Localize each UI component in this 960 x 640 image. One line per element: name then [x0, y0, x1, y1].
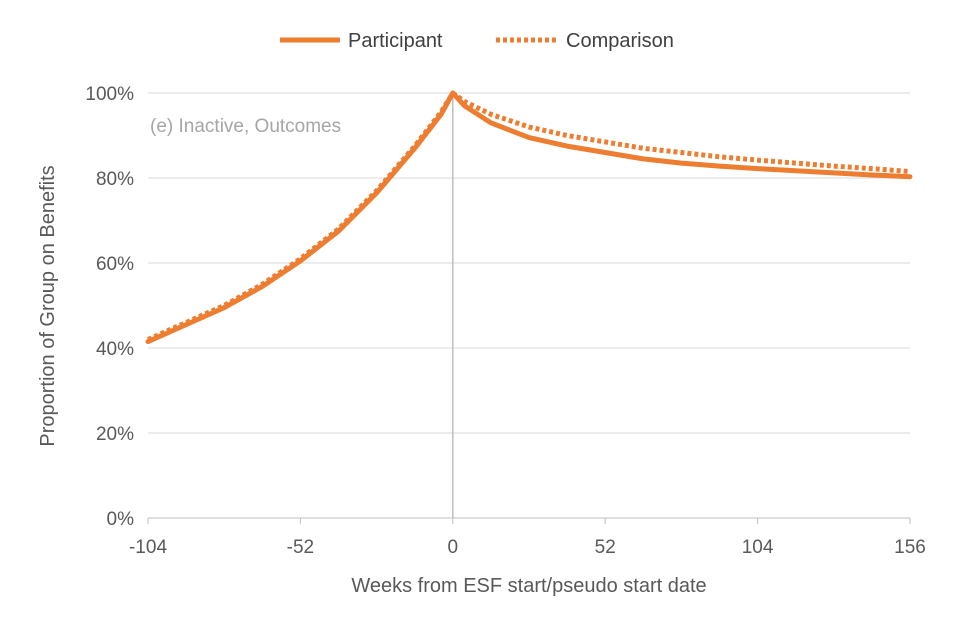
y-tick-label: 80%: [96, 169, 134, 190]
x-axis-title: Weeks from ESF start/pseudo start date: [351, 575, 706, 597]
gridlines: [148, 92, 910, 519]
x-tick-label: -52: [287, 537, 314, 558]
y-tick-label: 0%: [107, 509, 135, 530]
legend-label-participant: Participant: [348, 30, 443, 52]
x-tick-label: 104: [742, 537, 774, 558]
series-line-comparison: [146, 90, 911, 342]
y-tick-label: 60%: [96, 254, 134, 275]
x-tick-label: -104: [129, 537, 167, 558]
chart-annotation: (e) Inactive, Outcomes: [150, 116, 341, 137]
y-tick-label: 100%: [85, 84, 134, 105]
y-tick-label: 20%: [96, 424, 134, 445]
legend-label-comparison: Comparison: [566, 30, 674, 52]
x-tick-label: 0: [448, 537, 459, 558]
y-axis-ticks: 0% 20% 40% 60% 80% 100%: [85, 84, 134, 530]
x-tick-label: 156: [894, 537, 926, 558]
x-tick-label: 52: [595, 537, 616, 558]
legend: Participant Comparison: [280, 30, 674, 52]
x-axis-ticks: -104 -52 0 52 104 156: [129, 518, 926, 558]
y-axis-title: Proportion of Group on Benefits: [37, 165, 59, 446]
y-tick-label: 40%: [96, 339, 134, 360]
series-layer: [145, 90, 913, 345]
